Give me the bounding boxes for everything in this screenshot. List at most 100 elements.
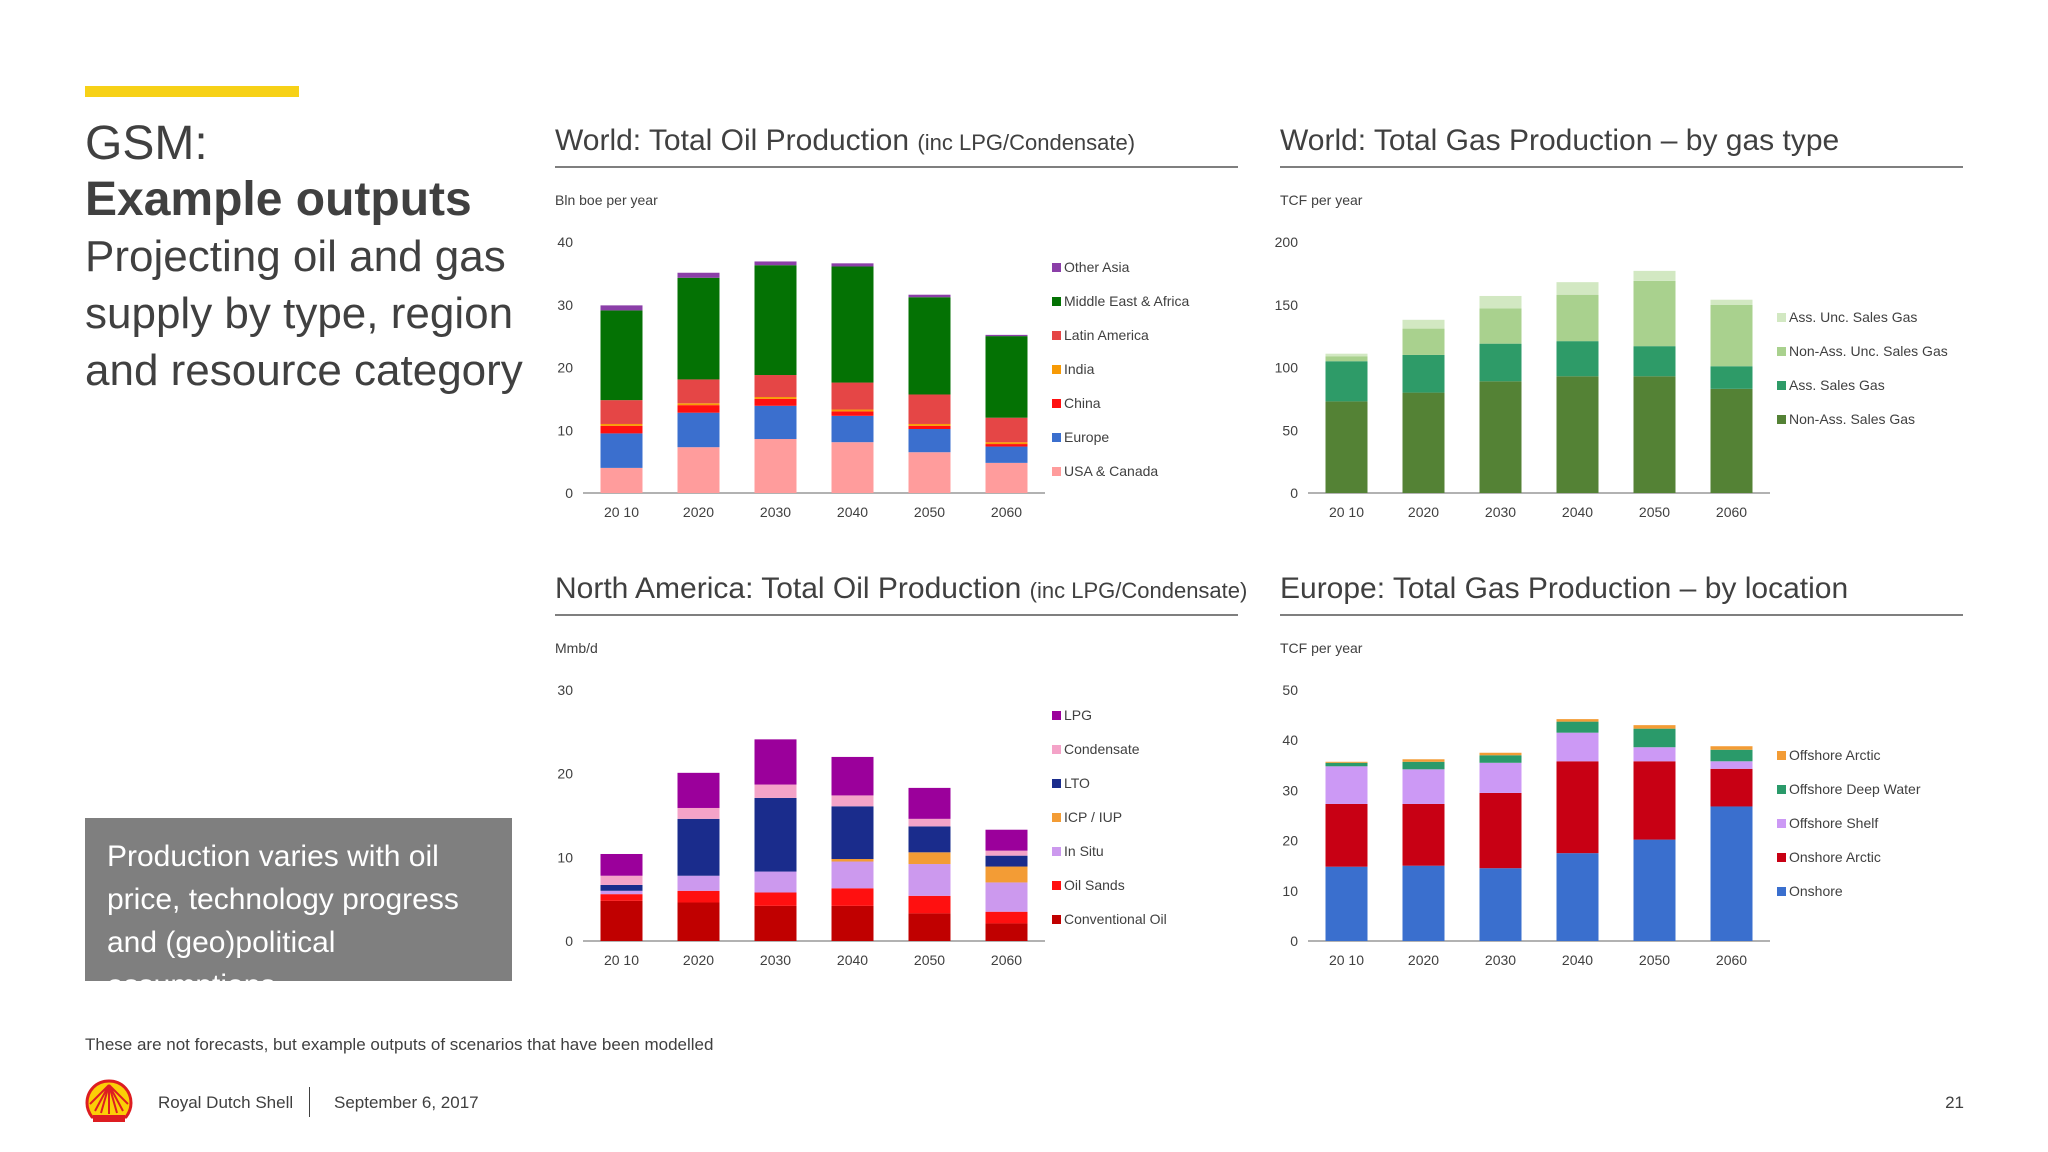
legend-label: USA & Canada xyxy=(1064,463,1158,479)
y-tick-label: 0 xyxy=(565,933,573,949)
bar-segment xyxy=(1479,308,1522,344)
x-tick-label: 20 10 xyxy=(604,504,639,520)
y-tick-label: 20 xyxy=(1282,833,1298,849)
bar-segment xyxy=(677,272,720,278)
x-tick-label: 2040 xyxy=(837,952,868,968)
footer-company: Royal Dutch Shell xyxy=(158,1093,294,1112)
bar-segment xyxy=(908,864,951,896)
bar-segment xyxy=(1402,354,1445,393)
bar-segment xyxy=(1633,376,1676,493)
legend-label: LTO xyxy=(1064,775,1090,791)
bar-segment xyxy=(600,423,643,426)
bar-segment xyxy=(831,806,874,860)
bar-segment xyxy=(1556,282,1599,295)
bar-segment xyxy=(1633,728,1676,748)
x-tick-label: 2020 xyxy=(1408,952,1439,968)
legend-label: Condensate xyxy=(1064,741,1140,757)
bar-segment xyxy=(1556,761,1599,854)
x-tick-label: 2020 xyxy=(683,504,714,520)
title-underline xyxy=(555,166,1238,168)
bar-segment xyxy=(1556,341,1599,377)
x-tick-label: 2040 xyxy=(837,504,868,520)
bar-segment xyxy=(1556,721,1599,733)
bar-segment xyxy=(1325,762,1368,767)
bar-segment xyxy=(677,807,720,819)
bar-segment xyxy=(1479,343,1522,382)
legend-label: Latin America xyxy=(1064,327,1149,343)
bar-segment xyxy=(1325,356,1368,362)
bar-segment xyxy=(908,428,951,453)
legend-label: Other Asia xyxy=(1064,259,1130,275)
chart-title: World: Total Gas Production – by gas typ… xyxy=(1280,124,1965,158)
chart-title-suffix: (inc LPG/Condensate) xyxy=(1029,578,1248,603)
bar-segment xyxy=(1402,761,1445,770)
legend-label: Middle East & Africa xyxy=(1064,293,1189,309)
bar-segment xyxy=(600,853,643,876)
footer-separator xyxy=(309,1087,310,1117)
page-number: 21 xyxy=(1945,1093,1964,1112)
legend-label: Europe xyxy=(1064,429,1109,445)
chart-title-main: World: Total Oil Production xyxy=(555,124,910,157)
x-tick-label: 2050 xyxy=(1639,952,1670,968)
bar-segment xyxy=(831,859,874,862)
y-tick-label: 200 xyxy=(1275,234,1299,250)
bar-segment xyxy=(600,900,643,941)
x-tick-label: 20 10 xyxy=(604,952,639,968)
unit-label: TCF per year xyxy=(1280,640,1363,656)
shell-logo-icon xyxy=(85,1079,133,1122)
bar-segment xyxy=(985,882,1028,912)
legend-swatch xyxy=(1052,745,1061,754)
chart-title-suffix: (inc LPG/Condensate) xyxy=(917,130,1136,155)
bar-segment xyxy=(1556,732,1599,762)
bar-segment xyxy=(1402,392,1445,493)
x-tick-label: 2060 xyxy=(1716,504,1747,520)
y-tick-label: 40 xyxy=(557,234,573,250)
legend-label: Non-Ass. Unc. Sales Gas xyxy=(1789,343,1948,359)
legend-swatch xyxy=(1052,779,1061,788)
bar-segment xyxy=(1556,376,1599,493)
y-tick-label: 0 xyxy=(565,485,573,501)
bar-segment xyxy=(1710,366,1753,389)
legend-label: Conventional Oil xyxy=(1064,911,1167,927)
legend-label: Non-Ass. Sales Gas xyxy=(1789,411,1915,427)
bar-segment xyxy=(1710,299,1753,305)
bar-segment xyxy=(1325,401,1368,493)
bar-segment xyxy=(754,398,797,406)
x-tick-label: 2030 xyxy=(1485,952,1516,968)
bar-segment xyxy=(831,861,874,889)
bar-segment xyxy=(985,446,1028,463)
legend-swatch xyxy=(1777,887,1786,896)
bar-segment xyxy=(1325,766,1368,804)
legend-label: Ass. Sales Gas xyxy=(1789,377,1885,393)
chart-na-oil: North America: Total Oil Production (inc… xyxy=(555,572,1247,982)
bar-segment xyxy=(1325,866,1368,941)
bar-segment xyxy=(1633,280,1676,347)
x-tick-label: 20 10 xyxy=(1329,952,1364,968)
bar-segment xyxy=(754,261,797,266)
y-tick-label: 50 xyxy=(1282,422,1298,438)
legend-label: Oil Sands xyxy=(1064,877,1125,893)
bar-segment xyxy=(1325,803,1368,867)
bar-segment xyxy=(754,871,797,893)
x-tick-label: 2060 xyxy=(1716,952,1747,968)
bar-segment xyxy=(677,818,720,876)
x-tick-label: 2050 xyxy=(1639,504,1670,520)
bar-segment xyxy=(831,382,874,410)
title-underline xyxy=(1280,166,1963,168)
footer: Royal Dutch Shell September 6, 2017 21 xyxy=(84,1078,1964,1128)
disclaimer: These are not forecasts, but example out… xyxy=(85,1035,714,1054)
bar-segment xyxy=(677,447,720,493)
legend-swatch xyxy=(1777,785,1786,794)
x-tick-label: 2060 xyxy=(991,504,1022,520)
legend-label: In Situ xyxy=(1064,843,1104,859)
x-tick-label: 2040 xyxy=(1562,504,1593,520)
bar-segment xyxy=(600,894,643,901)
x-tick-label: 2040 xyxy=(1562,952,1593,968)
chart-title-main: Europe: Total Gas Production – by locati… xyxy=(1280,572,1849,605)
chart-world-gas: World: Total Gas Production – by gas typ… xyxy=(1275,124,1965,534)
bar-segment xyxy=(1556,853,1599,941)
legend-swatch xyxy=(1052,467,1061,476)
x-tick-label: 2030 xyxy=(760,504,791,520)
legend-swatch xyxy=(1777,313,1786,322)
